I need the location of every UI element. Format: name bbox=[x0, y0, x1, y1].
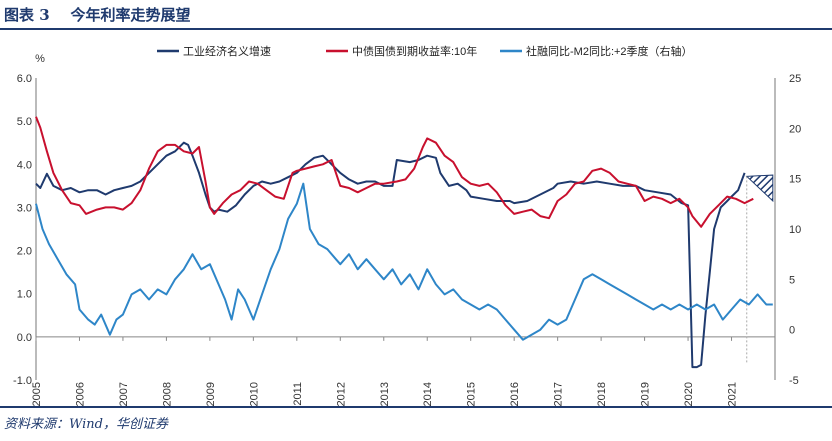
series-line-nominal bbox=[35, 141, 746, 369]
right-tick-label: 10 bbox=[789, 224, 801, 236]
left-tick-label: 0.0 bbox=[17, 332, 32, 344]
left-tick-label: 5.0 bbox=[17, 116, 32, 128]
x-tick-label: 2005 bbox=[31, 382, 43, 406]
x-tick-label: 2008 bbox=[161, 382, 173, 406]
right-tick-label: -5 bbox=[789, 375, 799, 387]
right-tick-label: 5 bbox=[789, 274, 795, 286]
right-tick-label: 20 bbox=[789, 123, 801, 135]
left-axis-unit: % bbox=[35, 53, 45, 65]
x-tick-label: 2010 bbox=[248, 382, 260, 406]
x-tick-label: 2020 bbox=[683, 382, 695, 406]
chart: 6.05.04.03.02.01.00.0-1.0%2520151050-520… bbox=[13, 44, 801, 406]
left-tick-label: 2.0 bbox=[17, 246, 32, 258]
figure-title: 图表 3 今年利率走势展望 bbox=[4, 6, 191, 24]
series-line-credit bbox=[35, 182, 773, 341]
right-tick-label: 15 bbox=[789, 174, 801, 186]
right-tick-label: 25 bbox=[789, 73, 801, 85]
x-tick-label: 2019 bbox=[640, 382, 652, 406]
x-tick-label: 2012 bbox=[335, 382, 347, 406]
x-tick-label: 2009 bbox=[205, 382, 217, 406]
x-tick-label: 2014 bbox=[422, 382, 434, 406]
header-rule bbox=[0, 28, 832, 30]
legend-label-credit: 社融同比-M2同比:+2季度（右轴） bbox=[526, 44, 693, 58]
legend-label-yield: 中债国债到期收益率:10年 bbox=[352, 44, 477, 58]
series-line-yield bbox=[35, 116, 754, 228]
footer-rule bbox=[0, 406, 832, 408]
legend-label-nominal: 工业经济名义增速 bbox=[183, 44, 271, 58]
x-tick-label: 2007 bbox=[118, 382, 130, 406]
forecast-band bbox=[745, 174, 774, 203]
x-tick-label: 2021 bbox=[727, 382, 739, 406]
left-tick-label: 3.0 bbox=[17, 202, 32, 214]
left-tick-label: 1.0 bbox=[17, 289, 32, 301]
x-tick-label: 2013 bbox=[379, 382, 391, 406]
x-tick-label: 2006 bbox=[74, 382, 86, 406]
x-tick-label: 2015 bbox=[466, 382, 478, 406]
x-tick-label: 2017 bbox=[553, 382, 565, 406]
left-tick-label: 4.0 bbox=[17, 159, 32, 171]
x-tick-label: 2011 bbox=[292, 382, 304, 406]
x-tick-label: 2016 bbox=[509, 382, 521, 406]
source-note: 资料来源：Wind，华创证券 bbox=[4, 417, 168, 432]
header: 图表 3 今年利率走势展望 bbox=[0, 0, 832, 30]
left-tick-label: 6.0 bbox=[17, 73, 32, 85]
x-tick-label: 2018 bbox=[596, 382, 608, 406]
left-tick-label: -1.0 bbox=[13, 375, 32, 387]
right-tick-label: 0 bbox=[789, 325, 795, 337]
